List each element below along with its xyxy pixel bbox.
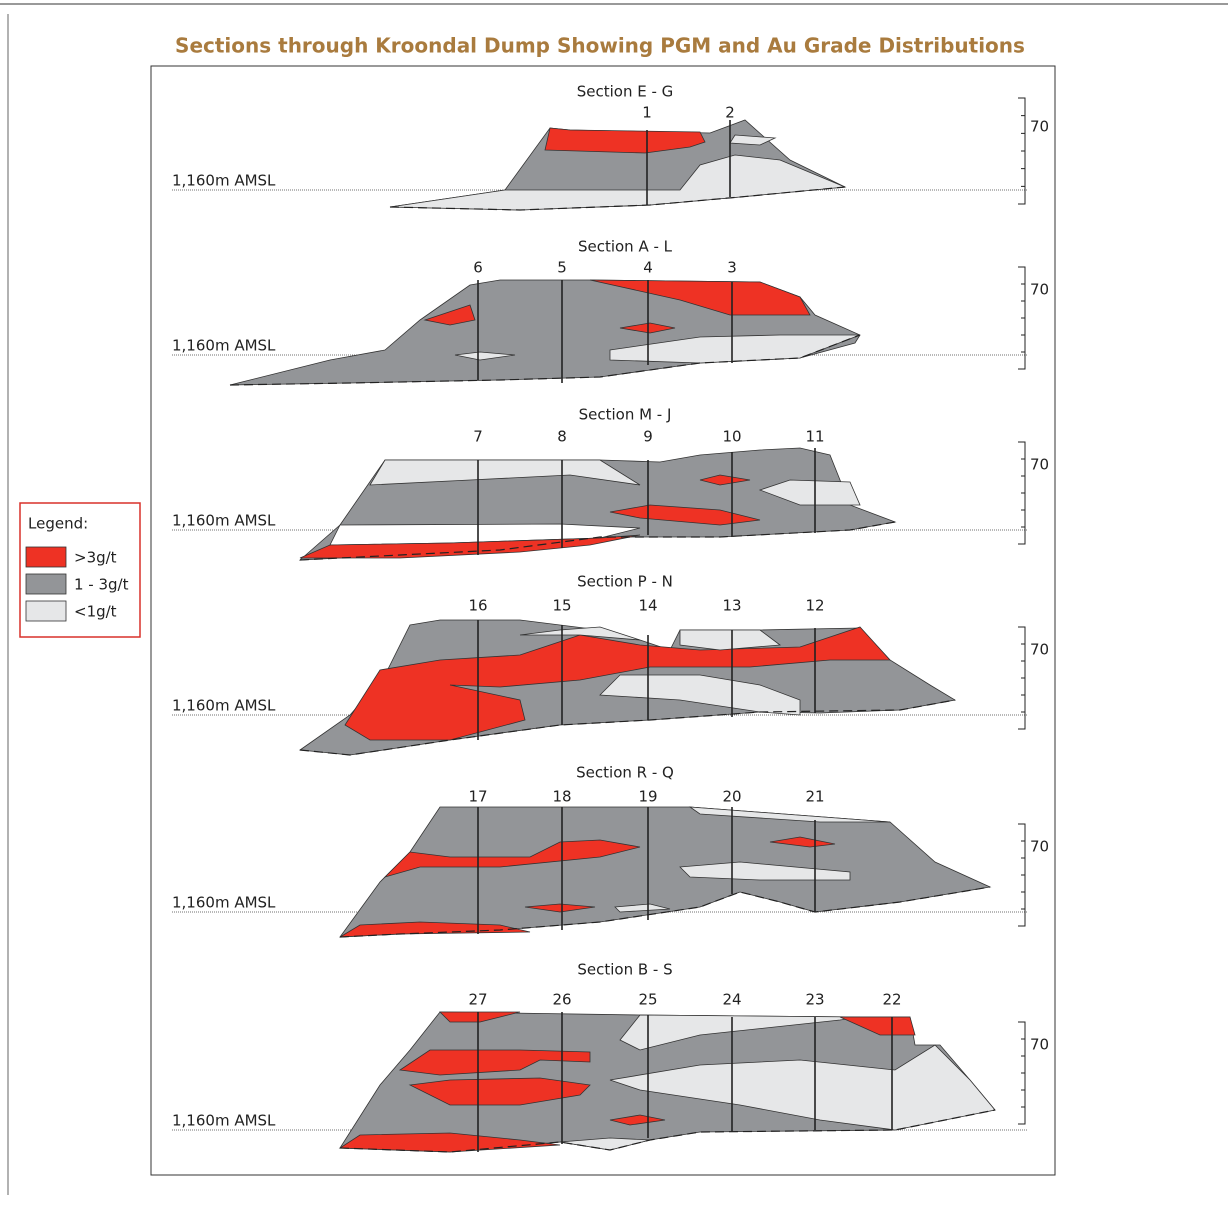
borehole-label: 8 [557,428,567,446]
scale-label: 70 [1030,281,1049,299]
legend-label: <1g/t [74,603,117,621]
borehole-label: 9 [643,428,653,446]
borehole-label: 5 [557,259,567,277]
datum-label: 1,160m AMSL [172,1112,276,1130]
borehole-label: 3 [727,259,737,277]
borehole-label: 26 [552,991,571,1009]
datum-label: 1,160m AMSL [172,337,276,355]
section-label: Section E - G [577,83,674,101]
borehole-label: 12 [805,597,824,615]
borehole-label: 7 [473,428,483,446]
legend: Legend: >3g/t 1 - 3g/t <1g/t [20,503,140,637]
borehole-label: 13 [722,597,741,615]
section: Section E - G 1,160m AMSL 1 2 70 [172,83,1049,211]
borehole-label: 18 [552,788,571,806]
scale-bar [1018,267,1025,369]
borehole-label: 27 [468,991,487,1009]
datum-label: 1,160m AMSL [172,894,276,912]
borehole-label: 19 [638,788,657,806]
borehole-label: 22 [882,991,901,1009]
borehole-label: 2 [725,104,735,122]
scale-label: 70 [1030,838,1049,856]
scale-bar [1018,1022,1025,1124]
scale-bar [1018,98,1025,204]
section: Section R - Q 1,160m AMSL 17 18 19 20 21 70 [172,764,1049,938]
borehole-label: 24 [722,991,741,1009]
borehole-label: 20 [722,788,741,806]
legend-label: 1 - 3g/t [74,576,129,594]
borehole-label: 16 [468,597,487,615]
scale-label: 70 [1030,1036,1049,1054]
legend-title: Legend: [28,515,88,533]
legend-swatch [26,547,66,567]
section-label: Section A - L [578,238,673,256]
datum-label: 1,160m AMSL [172,512,276,530]
borehole-label: 10 [722,428,741,446]
scale-label: 70 [1030,118,1049,136]
borehole-label: 25 [638,991,657,1009]
borehole-label: 14 [638,597,657,615]
scale-bar [1018,627,1025,729]
scale-bar [1018,824,1025,926]
borehole-label: 15 [552,597,571,615]
legend-label: >3g/t [74,549,117,567]
borehole-label: 4 [643,259,653,277]
section: Section P - N 1,160m AMSL 16 15 14 13 12 70 [172,573,1049,756]
section: Section A - L 1,160m AMSL 6 5 4 3 70 [172,238,1049,386]
borehole-label: 21 [805,788,824,806]
mid-grade-zone [340,807,990,937]
frame [151,66,1055,1175]
section-label: Section R - Q [576,764,674,782]
legend-swatch [26,574,66,594]
borehole-label: 1 [642,104,652,122]
scale-label: 70 [1030,456,1049,474]
section-label: Section P - N [577,573,673,591]
section-label: Section M - J [579,406,672,424]
title: Sections through Kroondal Dump Showing P… [175,34,1025,58]
borehole-label: 17 [468,788,487,806]
section: Section B - S 1,160m AMSL 27 26 25 24 23 22 70 [172,961,1049,1153]
borehole-label: 6 [473,259,483,277]
scale-bar [1018,442,1025,544]
legend-swatch [26,601,66,621]
section-label: Section B - S [577,961,672,979]
scale-label: 70 [1030,641,1049,659]
diagram: Sections through Kroondal Dump Showing P… [0,0,1228,1205]
borehole-label: 11 [805,428,824,446]
borehole-label: 23 [805,991,824,1009]
datum-label: 1,160m AMSL [172,172,276,190]
datum-label: 1,160m AMSL [172,697,276,715]
section: Section M - J 1,160m AMSL 7 8 9 10 11 70 [172,406,1049,561]
